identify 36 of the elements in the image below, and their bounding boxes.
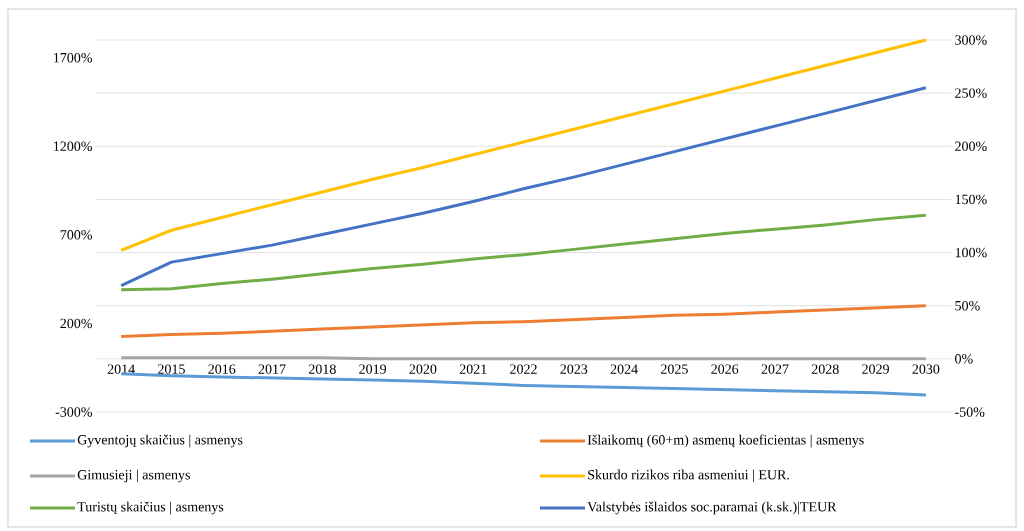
x-tick-label: 2029	[862, 364, 889, 374]
x-tick-label: 2030	[912, 364, 940, 374]
x-tick-label: 2027	[761, 364, 789, 374]
y2-tick-label: -50%	[955, 407, 985, 417]
x-tick-label: 2018	[308, 364, 336, 374]
line-series	[119, 213, 928, 292]
y2-tick-label: 150%	[955, 194, 987, 205]
legend-label: Gimusieji | asmenys	[77, 469, 190, 483]
y2-tick-label: 100%	[955, 247, 987, 258]
x-tick-label: 2021	[459, 364, 487, 374]
x-tick-label: 2015	[158, 364, 185, 374]
legend-label: Valstybės išlaidos soc.paramai (k.sk.)|TEUR	[587, 501, 837, 515]
y-tick-label: 1200%	[54, 141, 92, 152]
x-tick-label: 2016	[208, 364, 236, 374]
x-tick-label: 2019	[359, 364, 387, 374]
y2-tick-label: 300%	[955, 35, 987, 45]
y2-tick-label: 50%	[955, 300, 980, 311]
legend-label: Skurdo rizikos riba asmeniui | EUR.	[588, 469, 789, 483]
y-tick-label: 1700%	[54, 52, 92, 63]
y2-tick-label: 0%	[955, 354, 973, 364]
y2-tick-label: 200%	[955, 141, 987, 152]
legend-label: Turistų skaičius | asmenys	[77, 501, 224, 515]
x-tick-label: 2022	[510, 364, 537, 374]
legend-label: Išlaikomų (60+m) asmenų koeficientas | asmenys	[587, 434, 864, 448]
x-tick-label: 2023	[560, 364, 588, 374]
y2-tick-label: 250%	[955, 88, 987, 98]
x-tick-label: 2020	[409, 364, 437, 374]
x-tick-label: 2017	[258, 364, 286, 374]
y-tick-label: 200%	[60, 318, 92, 329]
x-tick-label: 2026	[711, 364, 739, 374]
x-tick-label: 2028	[811, 364, 839, 374]
y-tick-label: 700%	[60, 230, 92, 240]
y-tick-label: -300%	[55, 407, 92, 417]
legend-label: Gyventojų skaičius | asmenys	[77, 434, 243, 448]
x-tick-label: 2025	[661, 364, 688, 374]
x-tick-label: 2024	[610, 364, 638, 374]
